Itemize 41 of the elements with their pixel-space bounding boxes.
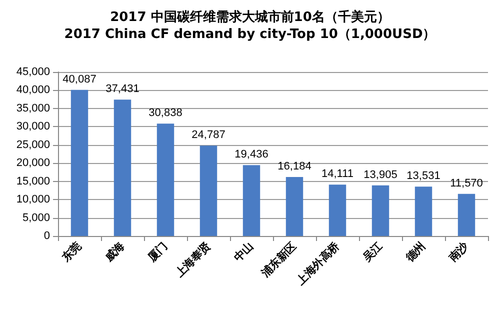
chart-subtitle: 2017 China CF demand by city-Top 10（1,000USD）	[64, 27, 436, 42]
data-label: 40,087	[62, 73, 96, 86]
y-tick-label: 10,000	[16, 194, 50, 206]
x-tick-label: 中山	[231, 239, 256, 264]
bar	[414, 186, 432, 236]
data-label: 13,531	[406, 170, 440, 182]
bar	[156, 124, 174, 236]
x-tick-label: 上海奉贤	[172, 239, 214, 280]
x-tick-label: 南沙	[446, 238, 472, 265]
y-tick-label: 15,000	[16, 175, 50, 188]
y-tick-label: 40,000	[16, 84, 50, 96]
y-tick-label: 25,000	[16, 138, 50, 151]
data-label: 16,184	[278, 160, 312, 173]
y-tick-label: 5,000	[22, 212, 50, 224]
chart-title: 2017 中国碳纤维需求大城市前10名（千美元）	[110, 9, 390, 25]
bar	[114, 100, 132, 236]
x-tick-label: 吴江	[360, 239, 386, 265]
bar	[242, 165, 260, 236]
x-tick-label: 浦东新区	[258, 239, 300, 280]
data-label: 37,431	[106, 83, 140, 96]
data-label: 11,570	[450, 177, 483, 190]
bar	[200, 146, 218, 236]
data-label: 13,905	[364, 168, 398, 181]
data-label: 24,787	[192, 129, 226, 142]
y-tick-label: 30,000	[16, 120, 50, 133]
bar	[458, 194, 476, 236]
x-tick-label: 德州	[402, 239, 428, 265]
y-tick-label: 20,000	[16, 157, 50, 170]
data-label: 14,111	[321, 168, 354, 180]
y-tick-label: 35,000	[16, 102, 50, 114]
x-tick-label: 威海	[102, 239, 128, 265]
data-label: 19,436	[234, 148, 268, 161]
data-label: 30,838	[148, 107, 182, 120]
bar	[328, 184, 346, 236]
y-tick-label: 0	[44, 230, 50, 242]
x-tick-label: 厦门	[144, 239, 170, 265]
bar	[70, 90, 88, 236]
bar	[372, 185, 390, 236]
bar	[286, 177, 304, 236]
x-tick-label: 东莞	[58, 239, 84, 265]
y-tick-label: 45,000	[16, 66, 50, 78]
